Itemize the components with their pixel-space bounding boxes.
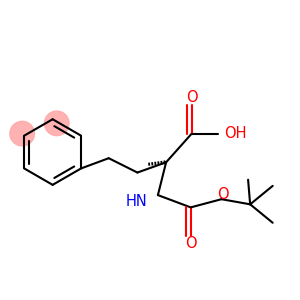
- Text: O: O: [185, 236, 197, 251]
- Text: OH: OH: [224, 126, 247, 141]
- Text: O: O: [186, 90, 197, 105]
- Circle shape: [44, 111, 69, 136]
- Text: HN: HN: [126, 194, 148, 209]
- Text: O: O: [217, 187, 228, 202]
- Circle shape: [10, 121, 34, 146]
